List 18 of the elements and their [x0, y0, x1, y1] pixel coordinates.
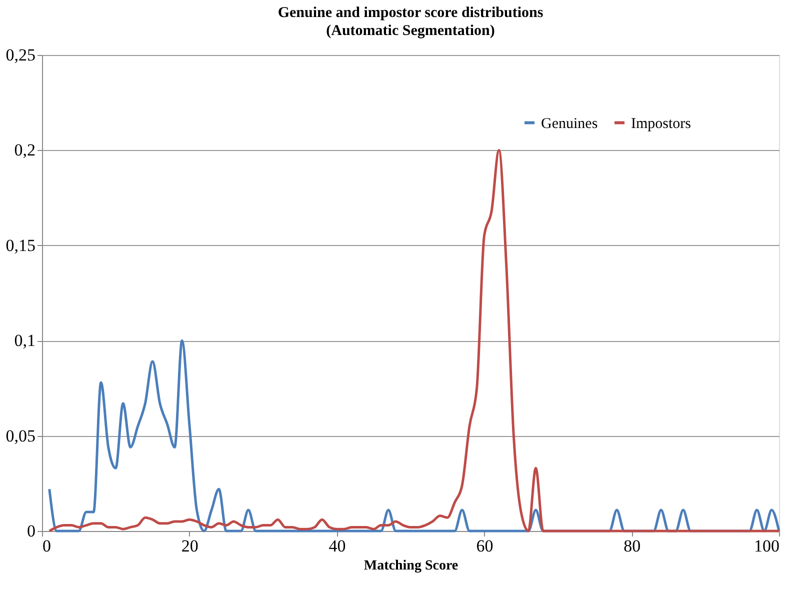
- x-tick-label: 20: [181, 536, 198, 556]
- x-tick-label: 0: [42, 536, 51, 556]
- legend-label: Genuines: [541, 116, 598, 132]
- x-axis-title: Matching Score: [364, 558, 458, 574]
- legend-label: Impostors: [631, 116, 692, 132]
- y-tick-label: 0: [27, 522, 36, 540]
- chart-subtitle: (Automatic Segmentation): [326, 23, 495, 39]
- y-tick-label: 0,1: [14, 331, 36, 350]
- y-tick-label: 0,05: [6, 426, 36, 446]
- y-tick-label: 0,2: [14, 140, 36, 160]
- y-tick-label: 0,15: [6, 236, 36, 255]
- x-tick-label: 60: [476, 536, 494, 556]
- x-tick-label: 80: [624, 536, 641, 556]
- chart-title: Genuine and impostor score distributions: [278, 5, 544, 21]
- x-tick-label: 40: [328, 536, 346, 556]
- x-tick-label: 100: [754, 536, 780, 556]
- y-tick-label: 0,25: [6, 46, 36, 64]
- line-series: [48, 148, 780, 532]
